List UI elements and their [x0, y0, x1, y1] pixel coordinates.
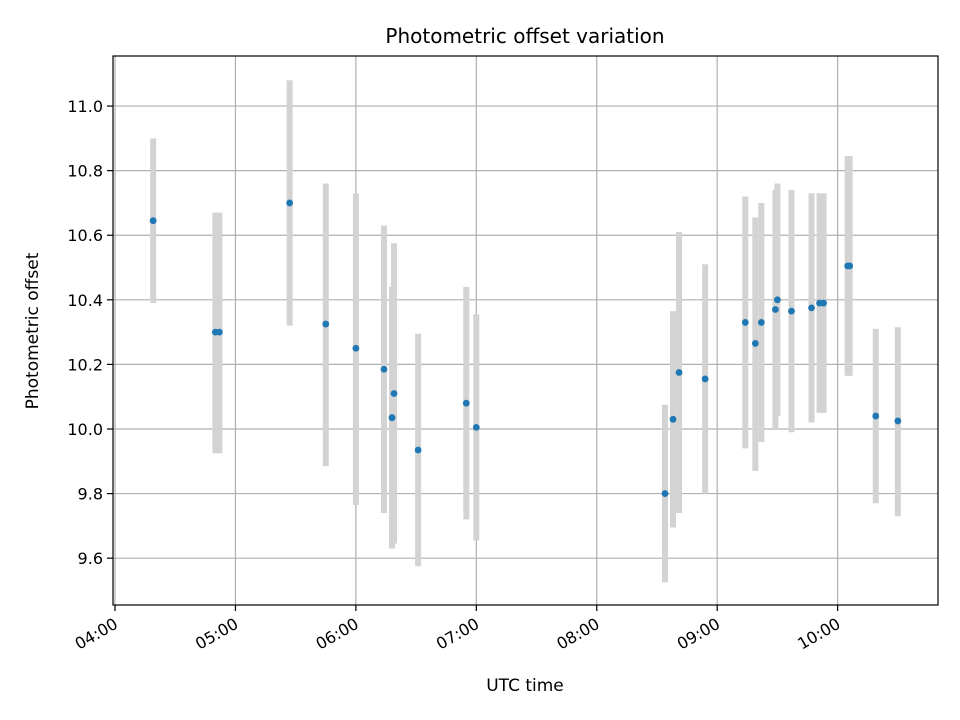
x-tick-label: 04:00	[72, 614, 121, 654]
data-point	[741, 319, 749, 326]
data-point	[462, 399, 470, 407]
data-point	[846, 262, 854, 270]
x-tick-label: 09:00	[674, 614, 723, 654]
data-point	[675, 369, 683, 376]
y-tick-label: 10.4	[67, 291, 103, 310]
data-point	[808, 304, 815, 312]
y-tick-label: 10.8	[67, 162, 103, 181]
y-tick-label: 9.6	[78, 549, 103, 568]
data-point	[820, 299, 827, 307]
data-point	[149, 217, 157, 225]
y-tick-label: 9.8	[78, 485, 103, 504]
data-point	[772, 306, 779, 313]
error-bar-layer	[150, 80, 901, 583]
x-axis-label: UTC time	[486, 676, 564, 696]
data-point	[388, 414, 396, 422]
x-tick-label: 08:00	[553, 614, 602, 654]
x-tick-label: 07:00	[433, 614, 482, 654]
x-tick-label: 05:00	[192, 614, 241, 654]
data-point	[774, 296, 781, 304]
y-tick-label: 10.6	[67, 226, 103, 245]
data-point	[894, 417, 902, 425]
data-point	[414, 446, 422, 454]
x-tick-label: 10:00	[794, 614, 843, 654]
y-axis-ticks: 9.6 9.8 10.0 10.2 10.4 10.6 10.8 11.0	[67, 97, 113, 568]
y-axis-label: Photometric offset	[23, 252, 43, 409]
data-point	[757, 319, 765, 326]
data-point	[661, 490, 669, 497]
data-point	[322, 320, 330, 328]
data-point	[701, 375, 709, 383]
data-point	[380, 365, 388, 373]
data-point	[390, 390, 398, 397]
x-axis-ticks: 04:00 05:00 06:00 07:00 08:00 09:00 10:00	[72, 605, 844, 654]
data-point	[286, 199, 294, 207]
data-point	[669, 415, 677, 423]
x-tick-label: 06:00	[312, 614, 361, 654]
data-point	[352, 344, 360, 352]
plot-frame	[112, 55, 939, 606]
y-tick-label: 11.0	[67, 97, 103, 116]
data-point	[751, 340, 759, 347]
y-tick-label: 10.0	[67, 420, 103, 439]
grid-layer	[113, 56, 938, 605]
data-point-layer	[149, 199, 902, 497]
data-point	[215, 328, 223, 336]
data-point	[872, 412, 880, 420]
y-tick-label: 10.2	[67, 355, 103, 374]
chart-title: Photometric offset variation	[385, 24, 664, 48]
data-point	[472, 423, 480, 431]
data-point	[788, 307, 795, 315]
